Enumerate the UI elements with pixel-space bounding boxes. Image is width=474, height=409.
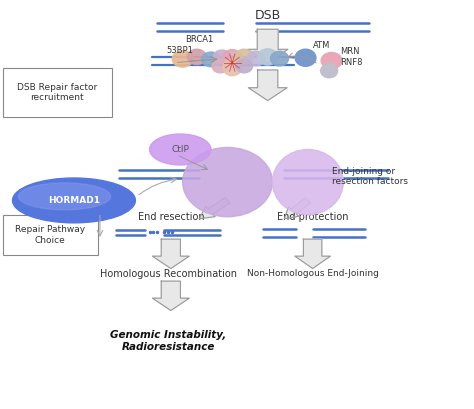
Ellipse shape [182,147,273,217]
FancyBboxPatch shape [3,215,98,256]
Text: CtIP: CtIP [171,145,189,154]
Ellipse shape [236,59,253,73]
Ellipse shape [150,134,211,165]
Polygon shape [153,281,189,310]
Ellipse shape [212,59,229,73]
Ellipse shape [18,183,110,210]
Text: End-joining or
resection factors: End-joining or resection factors [331,167,408,187]
Ellipse shape [235,49,254,65]
Ellipse shape [213,50,230,64]
Ellipse shape [172,51,193,67]
Ellipse shape [295,49,316,66]
Ellipse shape [223,59,242,76]
Ellipse shape [321,52,342,69]
Text: DSB: DSB [255,9,281,22]
Ellipse shape [12,178,136,223]
Text: End resection: End resection [137,212,204,222]
Ellipse shape [222,49,243,67]
Text: RNF8: RNF8 [340,58,363,67]
Ellipse shape [247,51,265,66]
Ellipse shape [320,64,337,78]
Text: End protection: End protection [277,212,348,222]
Text: ATM: ATM [313,41,330,50]
Text: Genomic Instability,
Radioresistance: Genomic Instability, Radioresistance [110,330,227,352]
Ellipse shape [258,49,278,65]
Ellipse shape [271,51,289,66]
Text: Repair Pathway
Choice: Repair Pathway Choice [15,225,85,245]
Ellipse shape [201,52,220,67]
Text: HORMAD1: HORMAD1 [48,196,100,205]
Ellipse shape [273,149,343,215]
Text: BRCA1: BRCA1 [185,35,213,44]
Polygon shape [284,198,310,219]
Polygon shape [248,70,287,101]
Polygon shape [199,198,230,219]
Text: Non-Homologous End-Joining: Non-Homologous End-Joining [246,269,379,278]
Text: DSB Repair factor
recruitment: DSB Repair factor recruitment [17,83,98,102]
Ellipse shape [187,49,206,65]
Polygon shape [247,29,288,64]
Polygon shape [295,239,330,268]
Text: MRN: MRN [340,47,360,56]
Polygon shape [153,239,189,268]
FancyBboxPatch shape [3,68,112,117]
Text: Homologous Recombination: Homologous Recombination [100,269,237,279]
Text: 53BP1: 53BP1 [166,46,193,55]
